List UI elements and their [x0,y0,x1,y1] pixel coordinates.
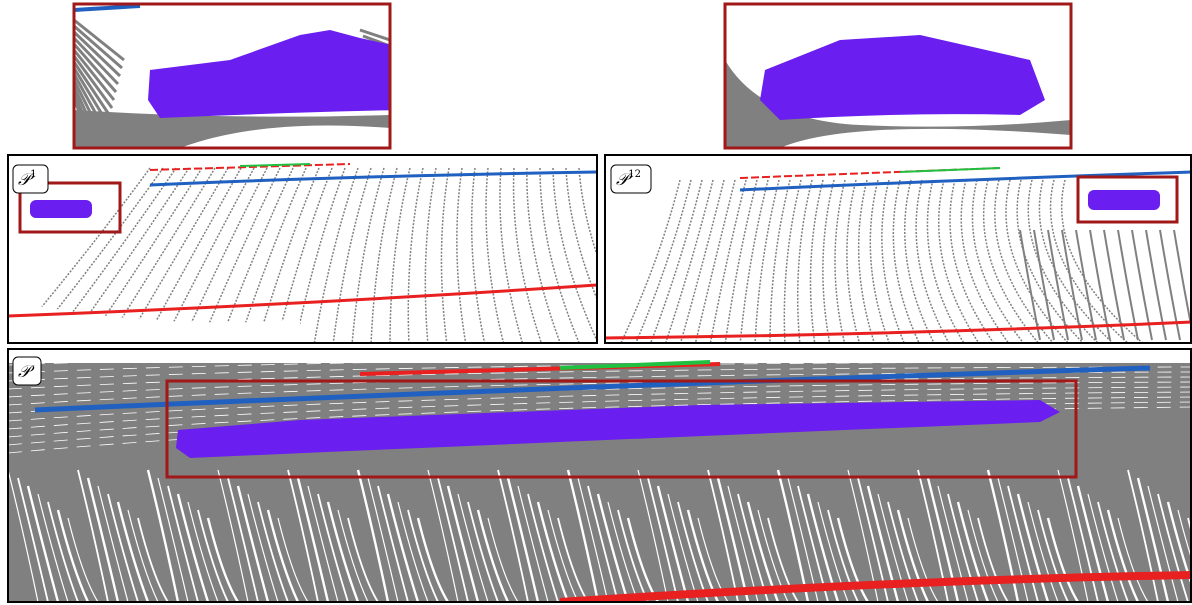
label-superscript: 1 [30,169,36,180]
zoom-left [74,4,470,164]
object [1088,190,1160,210]
figure: 𝒫1 𝒫12 𝒫 [0,0,1192,605]
zoom-right [725,4,1071,148]
label-superscript: 12 [628,169,641,180]
panel-p12 [605,155,1192,345]
object [30,200,92,218]
page: 𝒫1 𝒫12 𝒫 (() => { const data = JSON.pars… [0,0,1192,605]
background-top [8,349,1192,363]
